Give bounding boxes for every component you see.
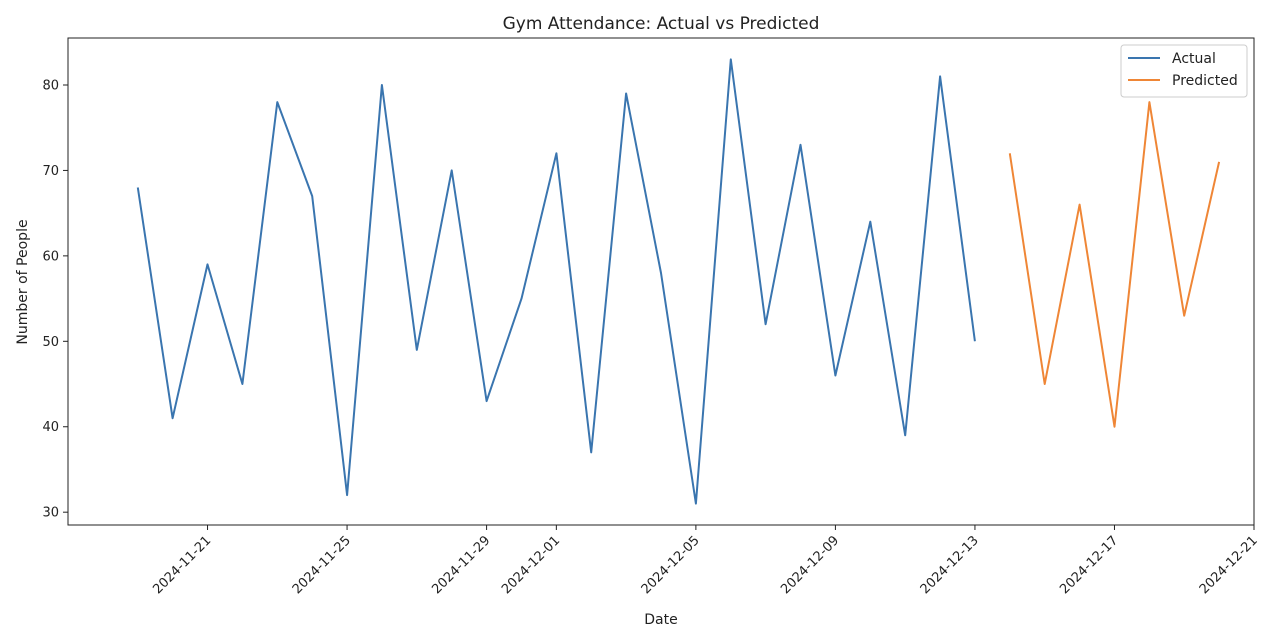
legend-label-predicted: Predicted bbox=[1172, 73, 1238, 89]
x-tick-label: 2024-11-25 bbox=[290, 533, 354, 597]
x-tick-label: 2024-11-21 bbox=[150, 533, 214, 597]
series-line-predicted bbox=[1008, 101, 1221, 428]
y-tick-label: 60 bbox=[42, 249, 59, 264]
y-axis-label: Number of People bbox=[15, 219, 31, 344]
chart-title: Gym Attendance: Actual vs Predicted bbox=[503, 14, 820, 34]
y-tick-label: 80 bbox=[42, 78, 59, 93]
x-tick-label: 2024-12-13 bbox=[918, 533, 982, 597]
series-line-actual bbox=[136, 58, 976, 505]
x-axis: 2024-11-21 2024-11-25 2024-11-29 2024-12-01… bbox=[150, 525, 1261, 597]
y-tick-label: 50 bbox=[42, 335, 59, 350]
x-tick-label: 2024-12-21 bbox=[1197, 533, 1261, 597]
legend: Actual Predicted bbox=[1120, 44, 1248, 98]
legend-label-actual: Actual bbox=[1172, 51, 1216, 67]
x-tick-label: 2024-12-05 bbox=[639, 533, 703, 597]
plot-frame bbox=[67, 37, 1255, 526]
x-tick-label: 2024-11-29 bbox=[429, 533, 493, 597]
y-tick-label: 40 bbox=[42, 420, 59, 435]
x-tick-label: 2024-12-01 bbox=[499, 533, 563, 597]
x-axis-label: Date bbox=[644, 612, 677, 628]
y-tick-label: 70 bbox=[42, 164, 59, 179]
y-tick-label: 30 bbox=[42, 506, 59, 521]
x-tick-label: 2024-12-17 bbox=[1057, 533, 1121, 597]
plot-lines bbox=[136, 58, 1221, 505]
y-axis: 30 40 50 60 70 80 bbox=[42, 78, 68, 521]
x-tick-label: 2024-12-09 bbox=[778, 533, 842, 597]
